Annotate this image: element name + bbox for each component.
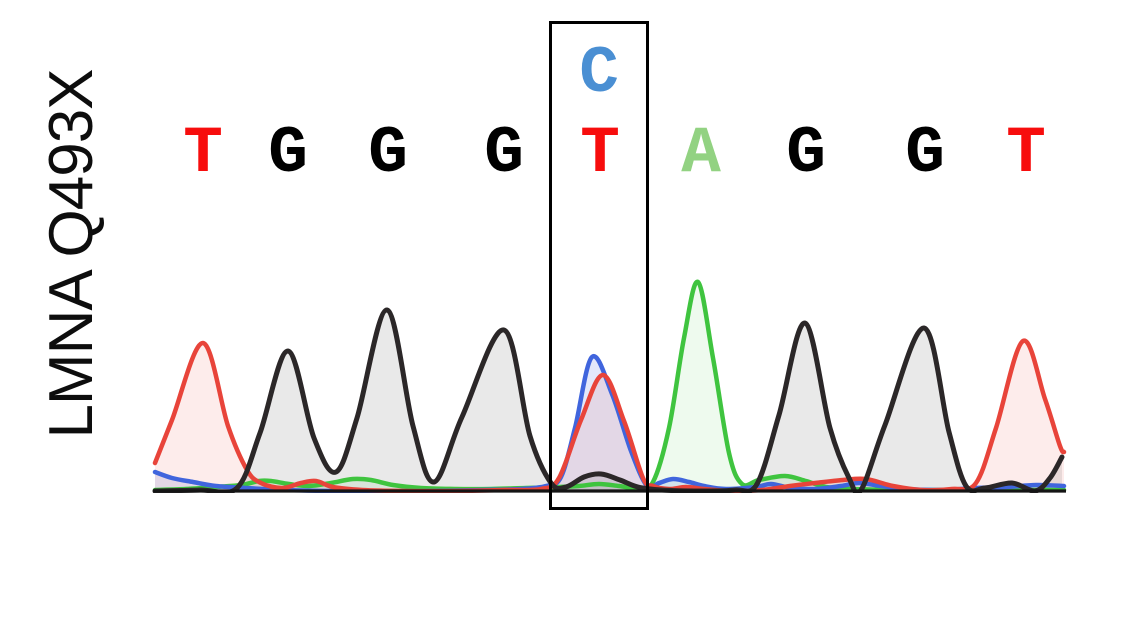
base-call-g: G	[368, 116, 408, 191]
base-call-c: C	[579, 36, 619, 111]
trace-fill-t	[155, 340, 1064, 492]
trace-g	[152, 307, 1065, 493]
base-call-t: T	[183, 116, 223, 191]
variant-highlight-box	[549, 21, 649, 510]
base-call-t: T	[580, 116, 620, 191]
base-call-a: A	[681, 116, 721, 191]
base-call-g: G	[905, 116, 945, 191]
base-call-g: G	[268, 116, 308, 191]
trace-fill-c	[155, 356, 1064, 492]
base-call-t: T	[1006, 116, 1046, 191]
base-call-g: G	[484, 116, 524, 191]
base-call-g: G	[786, 116, 826, 191]
gene-variant-label: LMNA Q493X	[37, 69, 106, 439]
trace-t	[152, 338, 1067, 493]
